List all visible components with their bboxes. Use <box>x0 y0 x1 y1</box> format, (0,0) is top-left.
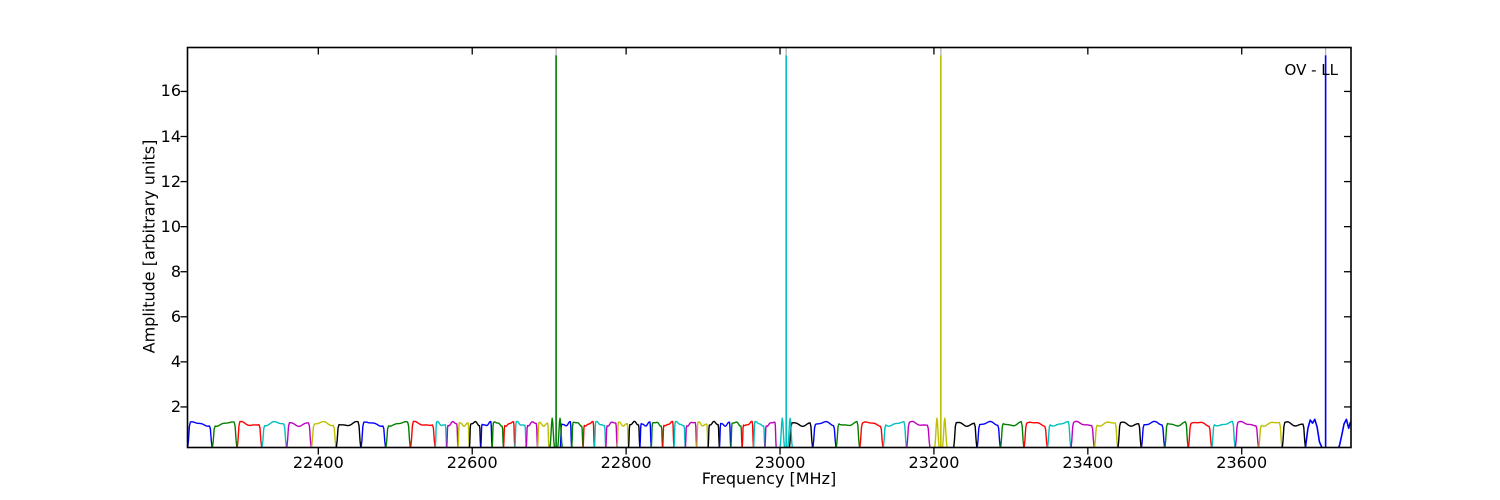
antenna-polarization-label: OV - LL <box>1284 61 1338 79</box>
bandpass-trace <box>1023 421 1048 448</box>
bandpass-trace <box>835 420 861 448</box>
bandpass-trace <box>593 420 607 448</box>
x-tick-label: 22400 <box>292 453 344 472</box>
spike-band-trace <box>549 417 563 448</box>
bandpass-trace <box>1070 420 1095 448</box>
y-tick-label: 12 <box>160 171 181 191</box>
bandpass-trace <box>385 420 412 448</box>
bandpass-trace <box>582 420 596 448</box>
y-tick-label: 16 <box>160 81 181 101</box>
axes-frame <box>186 46 1352 449</box>
bandpass-trace <box>335 420 362 448</box>
bandpass-trace <box>953 421 978 448</box>
bandpass-trace <box>310 420 337 448</box>
x-tick-label: 23400 <box>1062 453 1114 472</box>
bandpass-trace <box>261 420 288 448</box>
bandpass-trace <box>286 422 312 448</box>
bandpass-trace <box>502 420 516 448</box>
bandpass-trace <box>480 420 493 448</box>
bandpass-trace <box>605 421 618 448</box>
edge-band-trace <box>1304 418 1351 448</box>
bandpass-trace <box>707 420 721 448</box>
bandpass-trace <box>882 421 908 448</box>
bandpass-trace <box>236 420 263 448</box>
bandpass-trace <box>491 421 505 448</box>
bandpass-trace <box>571 421 584 448</box>
bandpass-trace <box>1164 421 1189 448</box>
bandpass-trace <box>859 421 884 448</box>
bandpass-trace <box>718 421 732 448</box>
bandpass-trace <box>661 420 675 448</box>
bandpass-trace <box>999 420 1025 448</box>
bandpass-trace <box>696 421 709 448</box>
bandpass-trace <box>650 421 664 448</box>
bandpass-trace <box>673 420 686 448</box>
bandpass-trace <box>1187 421 1213 448</box>
x-tick-label: 22600 <box>446 453 498 472</box>
x-axis-title: Frequency [MHz] <box>701 469 837 488</box>
bandpass-trace <box>1140 420 1166 448</box>
bandpass-trace <box>1281 421 1307 448</box>
bandpass-trace <box>639 421 652 448</box>
bandpass-trace <box>788 422 814 448</box>
bandpass-trace <box>764 421 777 448</box>
bandpass-trace <box>1211 420 1236 448</box>
bandpass-trace <box>976 420 1002 448</box>
bandpass-trace <box>1234 420 1260 448</box>
x-tick-label: 23600 <box>1216 453 1268 472</box>
bandpass-trace <box>730 421 743 448</box>
bandpass-trace <box>752 420 766 448</box>
bandpass-trace <box>514 420 527 448</box>
bandpass-trace <box>906 420 931 448</box>
bandpass-trace <box>525 421 539 448</box>
y-axis-title: Amplitude [arbitrary units] <box>139 139 159 354</box>
x-tick-label: 22800 <box>600 453 652 472</box>
spike-band-trace <box>779 417 794 448</box>
bandpass-trace <box>1117 421 1142 448</box>
bandpass-trace <box>684 421 698 448</box>
bandpass-trace <box>211 421 238 448</box>
y-tick-label: 4 <box>170 351 181 371</box>
x-tick-label: 23200 <box>908 453 960 472</box>
y-tick-label: 2 <box>170 396 181 416</box>
bandpass-trace <box>468 420 482 448</box>
bandpass-trace <box>1093 421 1119 448</box>
bandpass-trace <box>446 420 459 448</box>
y-tick-label: 14 <box>160 126 181 146</box>
bandpass-trace <box>741 420 755 448</box>
bandpass-trace <box>409 420 436 448</box>
bandpass-trace <box>457 422 471 448</box>
y-tick-label: 8 <box>170 261 181 281</box>
x-tick-label: 23000 <box>754 453 806 472</box>
bandpass-trace <box>559 420 573 448</box>
bandpass-trace <box>360 421 387 448</box>
data-layer <box>187 47 1351 448</box>
bandpass-trace <box>812 420 837 448</box>
bandpass-trace <box>536 421 550 448</box>
bandpass-trace <box>616 421 630 448</box>
y-tick-label: 6 <box>170 306 181 326</box>
bandpass-trace <box>1046 420 1072 448</box>
bandpass-trace <box>1258 421 1283 448</box>
bandpass-trace <box>434 420 448 448</box>
spike-band-trace <box>933 417 948 448</box>
bandpass-trace <box>187 421 213 448</box>
y-tick-label: 10 <box>160 216 181 236</box>
bandpass-trace <box>627 420 641 448</box>
